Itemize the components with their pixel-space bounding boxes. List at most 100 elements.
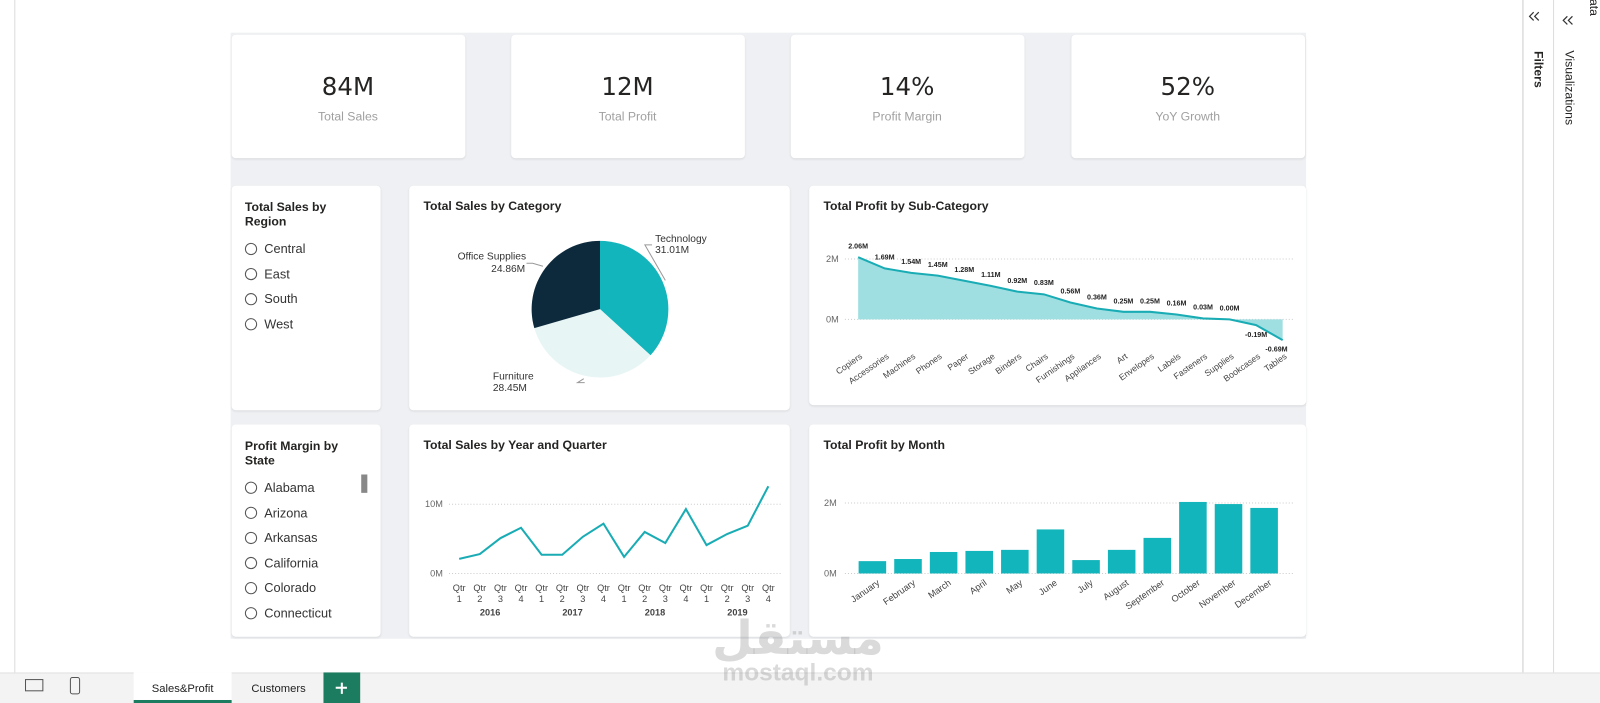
card-value: 12M <box>601 72 654 102</box>
pane-tab[interactable]: Filters <box>1531 51 1546 88</box>
radio-button[interactable] <box>244 506 258 519</box>
bar <box>1250 507 1278 574</box>
y-tick-label: 2M <box>823 497 837 509</box>
pie-label-category: Technology <box>655 233 707 245</box>
x-tick-label: Qtr 1 <box>700 582 713 605</box>
radio-button[interactable] <box>244 242 258 256</box>
data-label: 1.45M <box>927 261 948 269</box>
pie-label-value: 24.86M <box>491 263 526 275</box>
chart-panel <box>409 424 790 637</box>
bar <box>1072 560 1100 574</box>
slicer-item[interactable]: East <box>264 266 290 282</box>
card-panel <box>790 34 1025 159</box>
pie-label-category: Office Supplies <box>457 251 527 263</box>
radio-button[interactable] <box>244 607 258 620</box>
data-label: -0.19M <box>1244 331 1268 339</box>
leader-line <box>644 244 666 281</box>
chevron-icon[interactable] <box>1533 11 1540 21</box>
card-panel <box>231 34 466 159</box>
x-tick-label: Qtr 4 <box>761 582 775 605</box>
card-value: 14% <box>879 72 935 102</box>
slicer-item[interactable]: Alabama <box>264 480 315 495</box>
page-tab[interactable]: Sales&Profit <box>151 682 214 695</box>
slicer-item[interactable]: South <box>264 292 298 307</box>
data-label: 1.54M <box>901 259 922 267</box>
x-tick-label: Qtr 4 <box>597 582 610 605</box>
x-group-label: 2018 <box>644 607 666 618</box>
chevron-icon[interactable] <box>1528 11 1535 21</box>
card-value: 52% <box>1160 72 1215 102</box>
add-tab-button[interactable] <box>323 672 361 703</box>
scrollbar[interactable] <box>361 474 368 493</box>
y-tick-label: 10M <box>424 499 443 510</box>
chart-title: Total Sales by Category <box>423 198 562 214</box>
radio-button[interactable] <box>244 481 258 494</box>
x-tick-label: Qtr 3 <box>741 582 755 605</box>
x-tick-label: Qtr 3 <box>658 582 672 605</box>
radio-button[interactable] <box>244 556 258 570</box>
bar <box>1179 501 1207 574</box>
x-tick-label: Qtr 3 <box>494 582 507 605</box>
slicer-item[interactable]: California <box>264 555 319 571</box>
bar <box>965 550 994 574</box>
slicer-title: Profit Margin by State <box>244 438 339 468</box>
slicer-item[interactable]: West <box>264 317 294 332</box>
card-panel <box>511 34 745 159</box>
slicer-item[interactable]: Colorado <box>264 581 317 596</box>
data-label: 1.69M <box>874 254 895 262</box>
data-label: 0.16M <box>1166 300 1187 308</box>
chart-title: Total Profit by Sub-Category <box>823 198 989 214</box>
pane-border <box>1553 0 1555 673</box>
bar <box>858 561 887 574</box>
data-label: 0.56M <box>1060 288 1081 296</box>
x-tick-label: Qtr 2 <box>638 582 652 605</box>
slicer-item[interactable]: Connecticut <box>264 606 332 621</box>
bar <box>1001 549 1029 574</box>
bar <box>929 551 958 574</box>
x-tick-label: Qtr 2 <box>720 582 734 605</box>
tab-bar <box>0 672 1600 703</box>
area-fill <box>858 257 1283 341</box>
data-label: 0.83M <box>1033 280 1054 288</box>
desktop-icon[interactable] <box>24 679 44 692</box>
line <box>857 256 1284 342</box>
chart-title: Total Sales by Year and Quarter <box>423 437 607 453</box>
phone-icon[interactable] <box>69 677 81 695</box>
bar <box>894 559 922 574</box>
bar <box>1107 549 1136 574</box>
pane-tab[interactable]: Visualizations <box>1562 50 1577 126</box>
slicer-item[interactable]: Arkansas <box>264 530 318 546</box>
chart-title: Total Profit by Month <box>823 437 945 453</box>
pane-tab[interactable]: Data <box>1586 0 1600 16</box>
active-tab-bg[interactable] <box>133 672 232 703</box>
radio-button[interactable] <box>244 531 258 545</box>
page-tab[interactable]: Customers <box>251 682 306 695</box>
data-label: 0.00M <box>1219 305 1240 313</box>
chevron-icon[interactable] <box>1562 15 1568 25</box>
x-group-label: 2017 <box>562 607 583 618</box>
bar <box>1143 537 1172 574</box>
x-tick-label: Qtr 4 <box>514 582 528 605</box>
slicer-item[interactable]: Central <box>264 241 306 257</box>
data-label: 0.25M <box>1113 298 1134 306</box>
data-label: 2.06M <box>848 243 869 251</box>
pie-label-category: Furniture <box>492 371 534 383</box>
card-label: Profit Margin <box>872 109 942 124</box>
radio-button[interactable] <box>244 582 258 595</box>
data-label: 1.28M <box>954 266 975 275</box>
chevron-icon[interactable] <box>1567 15 1573 25</box>
leader-line <box>526 262 544 267</box>
slicer-item[interactable]: Arizona <box>264 505 308 520</box>
x-tick-label: Qtr 1 <box>535 582 549 605</box>
data-label: 0.03M <box>1193 304 1213 312</box>
x-tick-label: Qtr 3 <box>576 582 590 605</box>
radio-button[interactable] <box>244 318 258 331</box>
radio-button[interactable] <box>244 267 258 281</box>
radio-button[interactable] <box>244 293 258 306</box>
card-label: Total Sales <box>318 109 378 124</box>
card-label: Total Profit <box>598 109 657 124</box>
data-label: 0.92M <box>1007 277 1028 285</box>
